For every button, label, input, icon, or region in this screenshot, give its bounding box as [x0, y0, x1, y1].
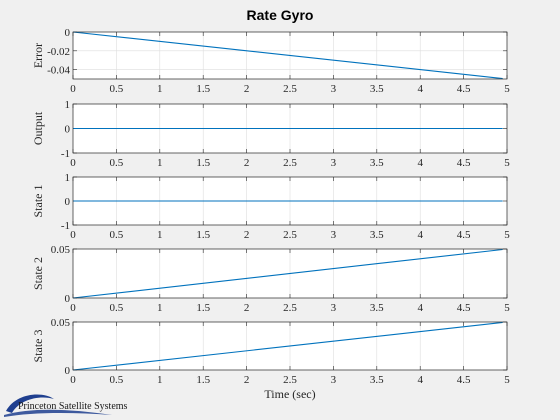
x-tick-label: 1.5: [196, 229, 210, 241]
x-tick-label: 4.5: [457, 374, 471, 386]
x-tick-label: 3: [331, 157, 337, 169]
x-tick-label: 5: [504, 83, 510, 95]
x-tick-label: 4.5: [457, 157, 471, 169]
y-tick-label: 0: [65, 365, 71, 377]
x-tick-label: 2.5: [283, 83, 297, 95]
y-tick-label: 0: [65, 124, 71, 136]
x-tick-label: 3: [331, 83, 337, 95]
x-tick-label: 2: [244, 83, 250, 95]
x-tick-label: 5: [504, 229, 510, 241]
x-tick-label: 1: [157, 302, 163, 314]
x-tick-label: 4.5: [457, 83, 471, 95]
y-tick-label: 0: [65, 293, 71, 305]
x-tick-label: 3: [331, 229, 337, 241]
x-tick-label: 4.5: [457, 229, 471, 241]
axes-frame: [72, 321, 508, 371]
x-tick-label: 2.5: [283, 374, 297, 386]
x-tick-label: 5: [504, 157, 510, 169]
y-tick-label: 0.05: [51, 317, 71, 329]
x-tick-label: 3: [331, 302, 337, 314]
y-axis-label: Output: [31, 111, 45, 145]
axes-frame: [72, 248, 508, 299]
x-tick-label: 5: [504, 302, 510, 314]
y-axis-label: State 3: [31, 330, 45, 363]
x-tick-label: 2.5: [283, 229, 297, 241]
figure-title: Rate Gyro: [247, 7, 314, 23]
x-tick-label: 0.5: [110, 83, 124, 95]
x-tick-label: 5: [504, 374, 510, 386]
x-tick-label: 2.5: [283, 302, 297, 314]
y-tick-label: 0: [65, 27, 71, 39]
axes-frame: [72, 103, 508, 154]
y-axis-label: Error: [31, 43, 45, 68]
x-tick-label: 0: [70, 302, 76, 314]
x-tick-label: 0.5: [110, 157, 124, 169]
x-tick-label: 3.5: [370, 302, 384, 314]
x-tick-label: 2: [244, 157, 250, 169]
x-tick-label: 0: [70, 374, 76, 386]
y-tick-label: 0: [65, 196, 71, 208]
axes-frame: [72, 176, 508, 226]
x-tick-label: 1: [157, 374, 163, 386]
y-tick-label: -1: [61, 148, 70, 160]
x-tick-label: 2: [244, 302, 250, 314]
series-line: [72, 31, 503, 80]
x-tick-label: 4: [417, 83, 423, 95]
x-tick-label: 0: [70, 229, 76, 241]
y-tick-label: 1: [65, 172, 71, 184]
x-tick-label: 1.5: [196, 83, 210, 95]
x-tick-label: 4: [417, 157, 423, 169]
logo-text: Princeton Satellite Systems: [18, 401, 128, 412]
subplot-5: 0 0.5 1 1.5 2 2.5 3 3.5 4 4.5 5 0.05 0 State 3: [31, 317, 510, 386]
x-tick-label: 3.5: [370, 374, 384, 386]
x-tick-label: 2: [244, 229, 250, 241]
x-tick-label: 0: [70, 83, 76, 95]
psslogo-icon: [4, 394, 112, 417]
x-tick-label: 3.5: [370, 229, 384, 241]
x-axis-label: Time (sec): [264, 387, 315, 401]
subplot-4: 0 0.5 1 1.5 2 2.5 3 3.5 4 4.5 5 0.05 0 State 2: [31, 244, 510, 314]
y-tick-label: -0.04: [47, 65, 70, 77]
x-tick-label: 0.5: [110, 302, 124, 314]
x-tick-label: 1: [157, 83, 163, 95]
x-tick-label: 0.5: [110, 229, 124, 241]
axes-frame: [72, 31, 508, 80]
x-tick-label: 4: [417, 374, 423, 386]
y-tick-label: -1: [61, 220, 70, 232]
x-tick-label: 2: [244, 374, 250, 386]
x-tick-label: 3.5: [370, 157, 384, 169]
x-tick-label: 1.5: [196, 157, 210, 169]
x-tick-label: 4.5: [457, 302, 471, 314]
x-tick-label: 1: [157, 229, 163, 241]
y-tick-label: -0.02: [47, 46, 70, 58]
x-tick-label: 4: [417, 302, 423, 314]
x-tick-label: 1.5: [196, 374, 210, 386]
series-line: [72, 321, 503, 371]
x-tick-label: 1.5: [196, 302, 210, 314]
x-tick-label: 0.5: [110, 374, 124, 386]
x-tick-label: 2.5: [283, 157, 297, 169]
series-line: [72, 248, 503, 299]
y-axis-label: State 2: [31, 257, 45, 290]
y-axis-label: State 1: [31, 185, 45, 218]
x-tick-label: 3.5: [370, 83, 384, 95]
y-tick-label: 1: [65, 99, 71, 111]
x-tick-label: 4: [417, 229, 423, 241]
x-tick-label: 0: [70, 157, 76, 169]
y-tick-label: 0.05: [51, 244, 71, 256]
x-tick-label: 1: [157, 157, 163, 169]
x-tick-label: 3: [331, 374, 337, 386]
